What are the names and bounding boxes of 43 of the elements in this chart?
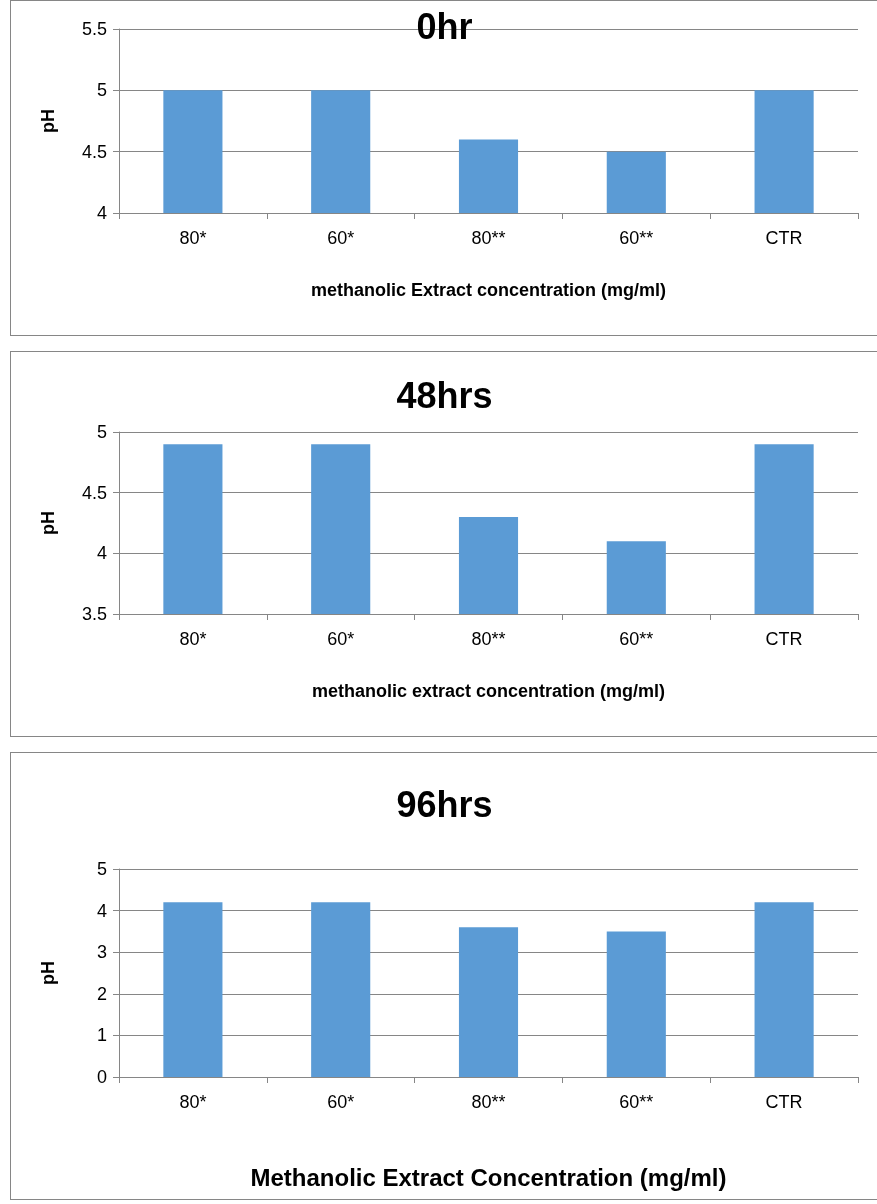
y-axis-title: pH bbox=[38, 109, 58, 133]
y-tick-label: 4.5 bbox=[81, 141, 107, 162]
y-tick-label: 4 bbox=[96, 900, 107, 921]
x-axis-title: methanolic Extract concentration (mg/ml) bbox=[310, 280, 667, 300]
chart-title: 0hr bbox=[416, 5, 473, 47]
y-tick-label: 2 bbox=[96, 983, 107, 1004]
x-tick-label: 60** bbox=[619, 1092, 654, 1112]
x-tick-label: 60* bbox=[327, 228, 355, 248]
x-tick-label: 80** bbox=[471, 629, 506, 649]
x-axis-title: methanolic extract concentration (mg/ml) bbox=[311, 681, 666, 701]
x-tick-label: 80* bbox=[179, 228, 207, 248]
y-tick-label: 3.5 bbox=[81, 604, 107, 624]
y-tick-label: 5 bbox=[96, 859, 107, 879]
chart-title: 96hrs bbox=[396, 783, 493, 825]
x-tick-label: 60** bbox=[619, 228, 654, 248]
x-tick-label: 80* bbox=[179, 629, 207, 649]
y-tick-label: 4 bbox=[96, 543, 107, 564]
y-tick-label: 5 bbox=[96, 80, 107, 101]
y-tick-label: 4.5 bbox=[81, 482, 107, 503]
x-tick-label: 60** bbox=[619, 629, 654, 649]
y-axis-title: pH bbox=[38, 511, 58, 535]
y-tick-label: 5 bbox=[96, 422, 107, 442]
y-tick-label: 3 bbox=[96, 942, 107, 963]
bar bbox=[163, 902, 223, 1077]
x-axis-title: Methanolic Extract Concentration (mg/ml) bbox=[250, 1163, 727, 1191]
y-tick-label: 4 bbox=[96, 203, 107, 223]
bar bbox=[754, 902, 814, 1077]
bar bbox=[458, 927, 519, 1077]
x-tick-label: CTR bbox=[765, 228, 803, 248]
x-tick-label: CTR bbox=[765, 629, 803, 649]
x-tick-label: 80* bbox=[179, 1092, 207, 1112]
x-tick-label: 60* bbox=[327, 1092, 355, 1112]
bar bbox=[606, 931, 666, 1077]
x-tick-label: CTR bbox=[765, 1092, 803, 1112]
y-tick-label: 1 bbox=[96, 1025, 107, 1046]
y-axis-title: pH bbox=[38, 961, 58, 985]
x-tick-label: 80** bbox=[471, 1092, 506, 1112]
x-tick-label: 80** bbox=[471, 228, 506, 248]
y-tick-label: 0 bbox=[96, 1067, 107, 1087]
x-tick-label: 60* bbox=[327, 629, 355, 649]
chart-title: 48hrs bbox=[396, 374, 493, 416]
y-tick-label: 5.5 bbox=[81, 19, 107, 39]
bar bbox=[311, 902, 371, 1077]
